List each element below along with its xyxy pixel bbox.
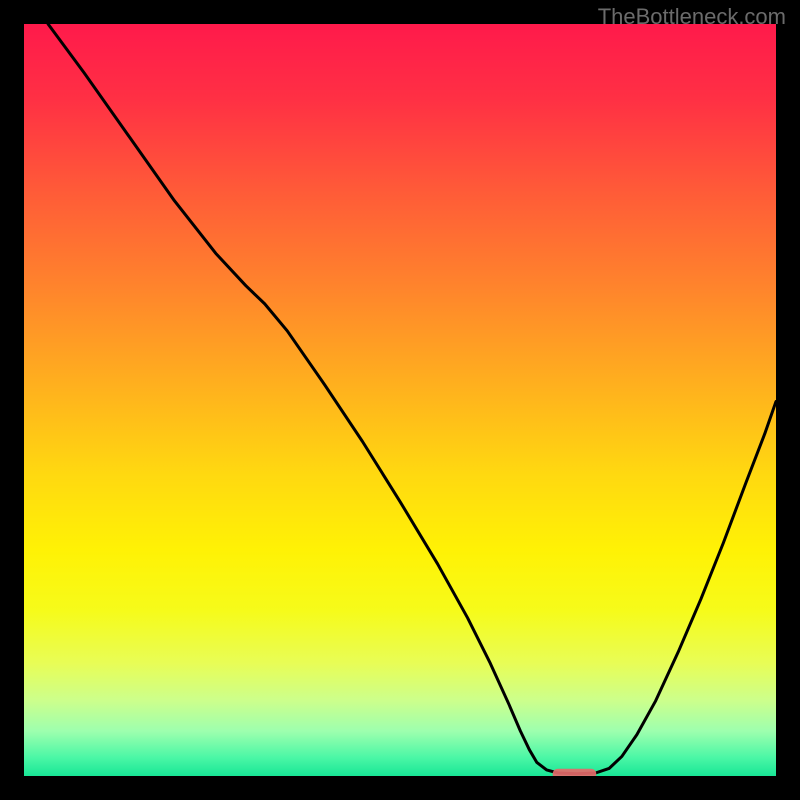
watermark-text: TheBottleneck.com <box>598 4 786 30</box>
optimal-marker <box>553 769 597 776</box>
chart-svg <box>24 24 776 776</box>
plot-area <box>24 24 776 776</box>
gradient-background <box>24 24 776 776</box>
chart-container: TheBottleneck.com <box>0 0 800 800</box>
